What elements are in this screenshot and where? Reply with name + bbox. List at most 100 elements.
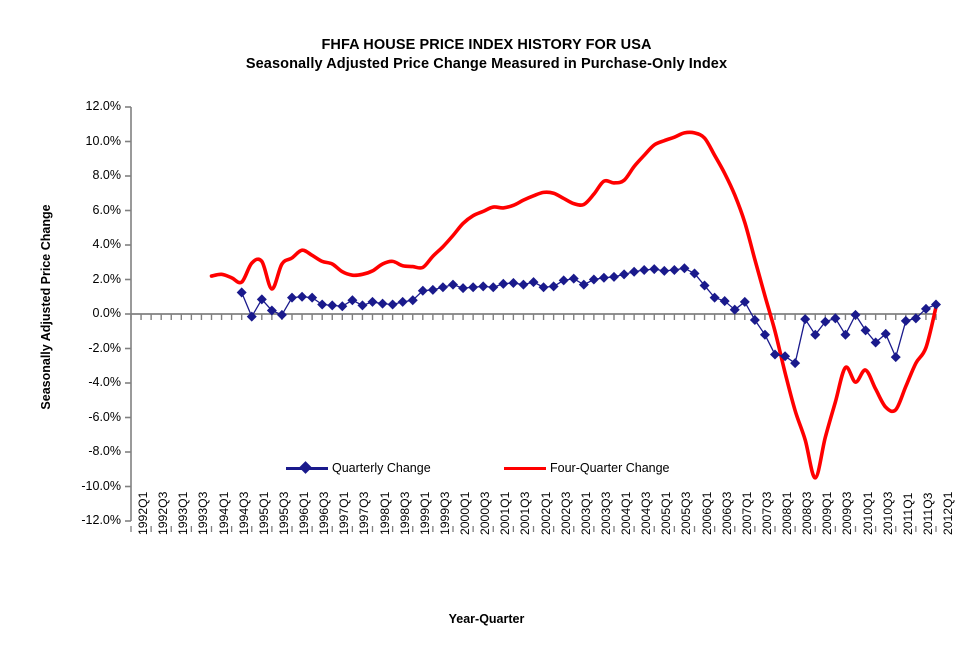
data-point-marker (689, 268, 700, 279)
x-axis-tick-label: 2010Q3 (880, 491, 895, 535)
data-point-marker (709, 292, 720, 303)
chart-legend: Quarterly Change Four-Quarter Change (286, 458, 706, 480)
x-axis-tick-label: 2006Q3 (719, 491, 734, 535)
data-point-marker (307, 292, 318, 303)
chart-title: FHFA HOUSE PRICE INDEX HISTORY FOR USA (321, 37, 652, 53)
data-point-marker (478, 281, 489, 292)
y-axis-tick-label: 2.0% (92, 271, 122, 286)
series-line-quarterly-change (241, 267, 937, 364)
legend-label-four-quarter-change: Four-Quarter Change (550, 461, 670, 475)
x-axis-tick-label: 1993Q1 (176, 491, 191, 535)
x-axis-tick-label: 1998Q1 (377, 491, 392, 535)
data-point-marker (860, 325, 871, 336)
x-axis-tick-label: 2011Q3 (920, 492, 935, 535)
x-axis-tick-label: 2001Q3 (518, 491, 533, 535)
data-point-marker (900, 315, 911, 326)
y-axis-tick-label: -6.0% (88, 409, 121, 424)
data-point-marker (619, 269, 630, 280)
data-point-marker (629, 266, 640, 277)
x-axis-tick-label: 2008Q3 (800, 491, 815, 535)
series-markers-quarterly-change (236, 263, 942, 369)
data-point-marker (920, 303, 931, 314)
data-point-marker (790, 358, 801, 369)
data-point-marker (437, 282, 448, 293)
x-axis-tick-label: 1996Q3 (317, 491, 332, 535)
data-point-marker (447, 279, 459, 290)
x-axis-tick-label: 2000Q1 (458, 491, 472, 535)
data-point-marker (236, 287, 247, 298)
data-point-marker (317, 299, 328, 310)
data-point-marker (367, 296, 378, 307)
data-point-marker (276, 309, 287, 320)
data-point-marker (498, 278, 509, 289)
data-point-marker (759, 329, 770, 340)
data-point-marker (578, 279, 589, 290)
x-axis-tick-label: 2007Q3 (759, 491, 774, 535)
y-axis-tick-label: 8.0% (92, 168, 122, 182)
legend-item-quarterly-change: Quarterly Change (286, 458, 431, 478)
data-point-marker (246, 311, 257, 322)
x-axis-tick-label: 2007Q1 (739, 491, 754, 535)
data-point-marker (407, 295, 418, 306)
data-point-marker (910, 313, 921, 324)
data-point-marker (780, 351, 791, 362)
data-point-marker (659, 265, 670, 276)
legend-marker-four-quarter-change (504, 461, 546, 475)
x-axis-tick-label: 2000Q3 (478, 491, 493, 535)
data-point-marker (266, 305, 277, 316)
data-point-marker (558, 275, 569, 286)
data-point-marker (327, 300, 338, 311)
x-axis-tick-label: 1993Q3 (196, 491, 211, 535)
x-axis-tick-label: 1998Q3 (397, 491, 412, 535)
y-axis-tick-label: -4.0% (88, 375, 121, 389)
series-line-four-quarter-change (209, 130, 938, 480)
x-axis-tick-label: 2011Q1 (900, 492, 915, 535)
data-point-marker (608, 271, 620, 282)
data-point-marker (850, 309, 861, 320)
data-point-marker (840, 329, 851, 340)
x-axis-tick-label: 1992Q1 (136, 491, 150, 535)
data-point-marker (387, 299, 398, 310)
y-axis-tick-label: 0.0% (92, 306, 122, 320)
x-axis-tick-label: 2009Q3 (840, 491, 855, 535)
chart-title-block: FHFA HOUSE PRICE INDEX HISTORY FOR USA S… (0, 36, 973, 74)
x-axis-tick-label: 2009Q1 (820, 491, 835, 535)
y-axis-tick-label: 10.0% (85, 133, 121, 148)
data-point-marker (347, 295, 358, 306)
x-axis-tick-label: 1999Q3 (437, 491, 452, 535)
data-point-marker (739, 296, 750, 307)
data-point-marker (699, 280, 710, 291)
x-axis-tick-label: 2006Q1 (699, 491, 714, 535)
data-point-marker (729, 304, 740, 315)
data-point-marker (749, 315, 760, 326)
data-point-marker (427, 284, 438, 295)
data-point-marker (588, 274, 599, 285)
data-point-marker (870, 337, 881, 348)
y-axis-tick-label: 12.0% (85, 99, 121, 113)
x-axis-tick-label: 1995Q3 (276, 491, 291, 535)
data-point-marker (719, 296, 730, 307)
x-axis-tick-label: 2005Q1 (659, 491, 674, 535)
data-point-marker (568, 273, 579, 284)
legend-marker-quarterly-change (286, 461, 328, 475)
x-axis-tick-label: 2004Q3 (639, 491, 654, 535)
data-point-marker (598, 272, 609, 283)
data-point-marker (930, 299, 942, 310)
data-point-marker (639, 265, 650, 276)
data-point-marker (538, 282, 549, 293)
x-axis-tick-label: 2008Q1 (780, 491, 794, 535)
x-axis-title: Year-Quarter (448, 612, 525, 626)
y-axis-tick-label: -12.0% (81, 513, 121, 527)
data-point-marker (669, 265, 680, 276)
x-axis-tick-label: 1994Q1 (216, 491, 231, 535)
data-point-marker (820, 316, 831, 327)
x-axis-tick-label: 1996Q1 (297, 491, 311, 535)
x-axis-tick-label: 2012Q1 (941, 491, 955, 535)
x-axis-tick-label: 2003Q1 (578, 491, 593, 535)
data-point-marker (800, 314, 811, 325)
legend-label-quarterly-change: Quarterly Change (332, 461, 431, 475)
data-point-marker (679, 263, 690, 274)
data-point-marker (488, 282, 499, 293)
data-point-marker (649, 264, 660, 275)
